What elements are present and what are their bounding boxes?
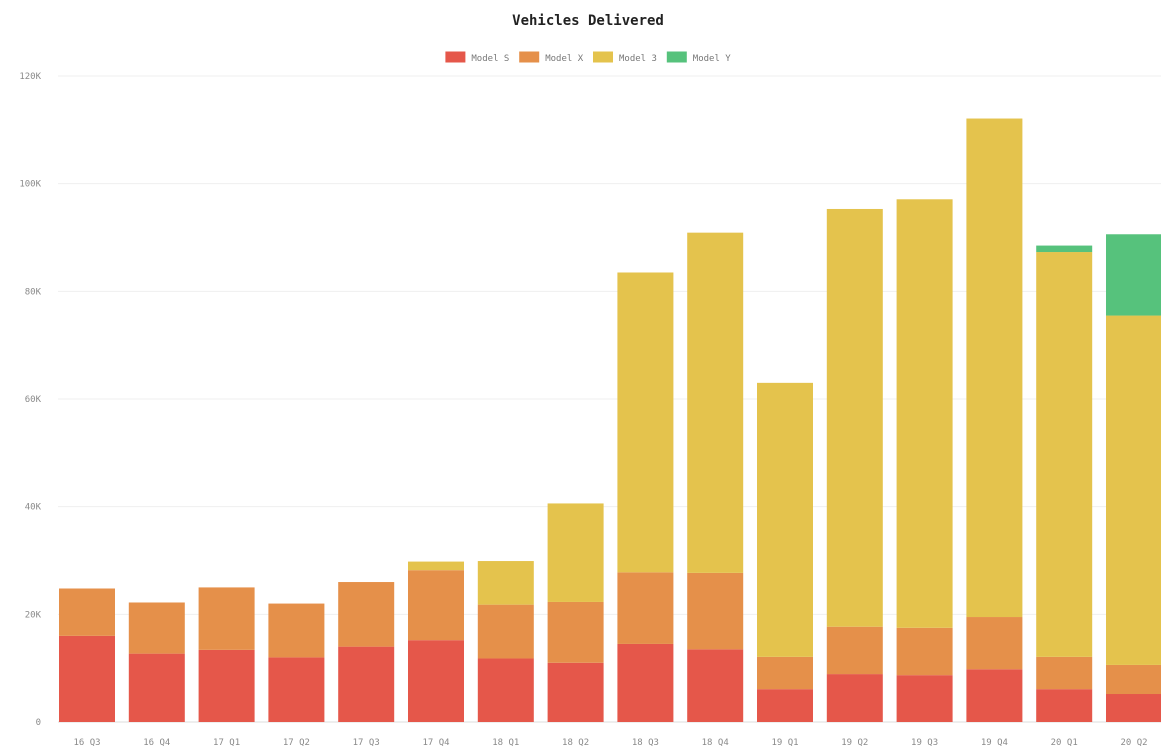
- bar-model-x-17-q1: [198, 587, 255, 650]
- legend-swatch-model-y: [666, 51, 687, 63]
- bar-model-x-16-q3: [59, 588, 115, 636]
- x-axis: 16 Q3 16 Q4 17 Q1 17 Q2 17 Q3 17 Q4 18 Q1 18 Q2…: [73, 738, 1147, 746]
- legend: Model S Model X Model 3 Model Y: [445, 51, 732, 64]
- x-tick-label: 19 Q4: [981, 738, 1008, 746]
- legend-swatch-model-s: [445, 51, 466, 63]
- bar-model-3-18-q3: [617, 272, 674, 573]
- bar-model-s-17-q3: [338, 646, 395, 722]
- x-tick-label: 16 Q3: [73, 738, 100, 746]
- bar-model-x-18-q2: [547, 601, 604, 663]
- bar-model-3-17-q4: [408, 561, 464, 571]
- bar-model-s-17-q4: [408, 640, 464, 722]
- bar-model-x-19-q4: [966, 617, 1023, 670]
- bar-model-s-16-q3: [59, 635, 115, 722]
- x-tick-label: 20 Q1: [1051, 738, 1078, 746]
- bar-model-x-19-q1: [757, 656, 813, 690]
- x-tick-label: 18 Q2: [562, 738, 589, 746]
- bar-model-3-19-q4: [966, 118, 1023, 618]
- x-tick-label: 19 Q3: [911, 738, 938, 746]
- bar-model-y-20-q1: [1036, 245, 1093, 253]
- bar-model-s-16-q4: [128, 653, 185, 722]
- y-tick-label: 0: [36, 718, 41, 728]
- bar-model-s-19-q2: [826, 674, 883, 722]
- bar-model-s-19-q1: [757, 689, 813, 722]
- bar-model-y-20-q2: [1106, 234, 1161, 316]
- bar-model-x-20-q1: [1036, 656, 1093, 690]
- y-tick-label: 20K: [25, 610, 42, 620]
- bar-model-s-18-q1: [477, 658, 534, 722]
- bar-model-3-18-q2: [547, 503, 604, 602]
- x-tick-label: 18 Q4: [702, 738, 729, 746]
- bar-model-x-17-q4: [408, 570, 464, 641]
- bar-model-x-19-q2: [826, 626, 883, 675]
- bar-model-s-18-q2: [547, 662, 604, 722]
- x-tick-label: 20 Q2: [1120, 738, 1147, 746]
- bar-model-s-19-q4: [966, 669, 1023, 722]
- x-tick-label: 18 Q1: [492, 738, 519, 746]
- legend-label-model-s: Model S: [471, 54, 509, 64]
- bar-model-x-18-q3: [617, 572, 674, 644]
- x-tick-label: 19 Q2: [841, 738, 868, 746]
- x-tick-label: 19 Q1: [771, 738, 798, 746]
- bar-model-s-20-q2: [1106, 694, 1161, 722]
- x-tick-label: 17 Q1: [213, 738, 240, 746]
- legend-label-model-3: Model 3: [619, 54, 657, 64]
- chart-title: Vehicles Delivered: [512, 13, 664, 29]
- bar-model-3-19-q3: [896, 199, 953, 628]
- bar-model-s-18-q4: [687, 649, 744, 722]
- bar-model-3-18-q1: [477, 561, 534, 605]
- bars: [59, 118, 1161, 722]
- x-tick-label: 17 Q2: [283, 738, 310, 746]
- bar-model-x-16-q4: [128, 602, 185, 654]
- bar-model-3-20-q1: [1036, 252, 1093, 657]
- legend-swatch-model-x: [519, 51, 540, 63]
- y-tick-label: 80K: [25, 287, 42, 297]
- bar-model-3-18-q4: [687, 232, 744, 573]
- bar-model-x-20-q2: [1106, 664, 1161, 695]
- bar-model-3-19-q1: [757, 382, 813, 657]
- bar-model-s-17-q1: [198, 649, 255, 722]
- x-tick-label: 17 Q3: [353, 738, 380, 746]
- bar-model-x-17-q3: [338, 582, 395, 647]
- bar-model-s-20-q1: [1036, 689, 1093, 722]
- bar-model-x-18-q1: [477, 604, 534, 659]
- y-tick-label: 40K: [25, 503, 42, 513]
- bar-model-x-19-q3: [896, 627, 953, 676]
- bar-model-3-19-q2: [826, 208, 883, 627]
- bar-model-x-17-q2: [268, 603, 325, 658]
- legend-label-model-y: Model Y: [693, 54, 732, 64]
- y-tick-label: 100K: [19, 180, 41, 190]
- y-tick-label: 120K: [19, 72, 41, 82]
- x-tick-label: 18 Q3: [632, 738, 659, 746]
- x-tick-label: 17 Q4: [422, 738, 449, 746]
- bar-model-3-20-q2: [1106, 315, 1161, 665]
- legend-label-model-x: Model X: [545, 54, 584, 64]
- legend-swatch-model-3: [593, 51, 613, 63]
- bar-model-x-18-q4: [687, 572, 744, 650]
- bar-model-s-18-q3: [617, 643, 674, 722]
- bar-model-s-19-q3: [896, 675, 953, 722]
- bar-model-s-17-q2: [268, 657, 325, 722]
- x-tick-label: 16 Q4: [143, 738, 170, 746]
- y-tick-label: 60K: [25, 395, 42, 405]
